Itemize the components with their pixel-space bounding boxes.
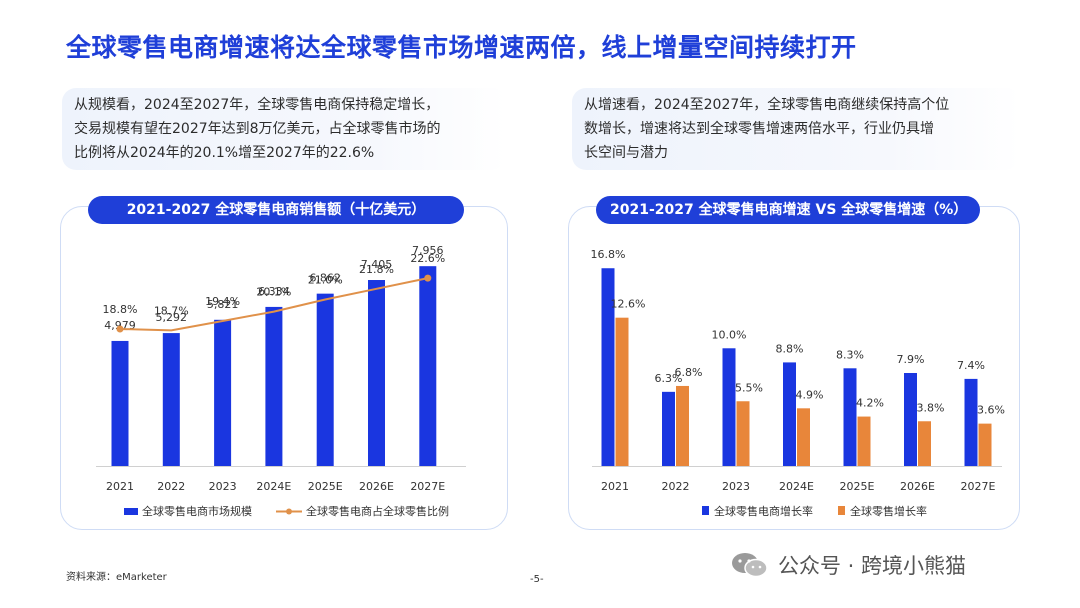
- bar-retail-growth: [978, 423, 992, 466]
- legend-label: 全球零售电商占全球零售比例: [306, 504, 449, 518]
- bar-retail-growth: [736, 401, 750, 466]
- bar-data-label: 6,334: [258, 285, 290, 298]
- bar-data-label: 12.6%: [611, 298, 646, 311]
- page-number: -5-: [530, 574, 544, 585]
- legend-swatch-sales: [124, 508, 138, 515]
- note-line: 数增长，增速将达到全球零售增速两倍水平，行业仍具增: [584, 121, 934, 137]
- note-line: 从规模看，2024至2027年，全球零售电商保持稳定增长，: [74, 97, 440, 113]
- bar-ecommerce-growth: [843, 368, 857, 466]
- page-title: 全球零售电商增速将达全球零售市场增速两倍，线上增量空间持续打开: [66, 33, 857, 62]
- bar-data-label: 6.3%: [655, 372, 683, 385]
- note-line: 比例将从2024年的20.1%增至2027年的22.6%: [74, 145, 375, 161]
- bar-sales: [111, 340, 129, 466]
- legend-swatch-retail: [838, 506, 845, 515]
- line-point: [424, 274, 432, 282]
- bar-ecommerce-growth: [662, 391, 675, 466]
- scale-note: 从规模看，2024至2027年，全球零售电商保持稳定增长， 交易规模有望在202…: [62, 88, 506, 170]
- line-data-label: 21.8%: [359, 263, 394, 276]
- line-data-label: 21.0%: [308, 274, 343, 287]
- bar-data-label: 3.8%: [917, 401, 945, 414]
- bar-data-label: 7,405: [361, 258, 393, 271]
- bar-data-label: 10.0%: [712, 328, 747, 341]
- bar-sales: [316, 293, 334, 466]
- x-tick-label: 2027E: [410, 480, 445, 493]
- x-tick-label: 2023: [209, 480, 237, 493]
- bar-data-label: 16.8%: [591, 248, 626, 261]
- legend-marker-share: [286, 508, 292, 515]
- bar-data-label: 7.4%: [957, 359, 985, 372]
- bar-ecommerce-growth: [904, 373, 917, 466]
- bar-sales: [214, 319, 232, 466]
- bar-data-label: 7.9%: [897, 353, 925, 366]
- line-data-label: 18.7%: [154, 304, 189, 317]
- bar-ecommerce-growth: [722, 348, 736, 466]
- bar-sales: [419, 266, 437, 466]
- bar-data-label: 6,862: [309, 272, 341, 285]
- line-data-label: 19.4%: [205, 295, 240, 308]
- legend-label: 全球零售电商增长率: [714, 504, 813, 518]
- growth-note: 从增速看，2024至2027年，全球零售电商继续保持高个位 数增长，增速将达到全…: [572, 88, 1020, 170]
- note-line: 交易规模有望在2027年达到8万亿美元，占全球零售市场的: [74, 121, 441, 137]
- bar-retail-growth: [797, 408, 810, 466]
- bar-ecommerce-growth: [964, 378, 978, 466]
- x-tick-label: 2026E: [359, 480, 394, 493]
- line-point: [116, 325, 124, 333]
- legend-label: 全球零售增长率: [850, 504, 927, 518]
- legend-label: 全球零售电商市场规模: [142, 504, 252, 518]
- x-tick-label: 2024E: [256, 480, 291, 493]
- bar-data-label: 7,956: [412, 244, 444, 257]
- bar-data-label: 3.6%: [977, 404, 1005, 417]
- bar-data-label: 4.9%: [796, 388, 824, 401]
- x-tick-label: 2022: [662, 480, 690, 493]
- bar-retail-growth: [918, 421, 931, 466]
- bar-sales: [368, 280, 385, 466]
- bar-ecommerce-growth: [783, 362, 796, 466]
- x-tick-label: 2023: [722, 480, 750, 493]
- x-tick-label: 2024E: [779, 480, 814, 493]
- legend-swatch-ecommerce: [702, 506, 709, 515]
- bar-data-label: 4.2%: [856, 397, 884, 410]
- bar-data-label: 5,821: [207, 298, 239, 311]
- bar-retail-growth: [857, 416, 871, 466]
- line-data-label: 18.8%: [103, 303, 138, 316]
- bar-data-label: 5,292: [156, 311, 188, 324]
- bar-retail-growth: [676, 385, 689, 466]
- note-line: 长空间与潜力: [584, 145, 668, 161]
- bar-data-label: 5.5%: [735, 381, 763, 394]
- bar-retail-growth: [615, 317, 629, 466]
- watermark-text: 公众号 · 跨境小熊猫: [778, 554, 967, 578]
- growth-chart-title: 2021-2027 全球零售电商增速 VS 全球零售增速（%）: [596, 196, 980, 224]
- x-tick-label: 2021: [601, 480, 629, 493]
- x-tick-label: 2027E: [961, 480, 996, 493]
- watermark: 公众号 · 跨境小熊猫: [730, 550, 966, 580]
- bar-ecommerce-growth: [601, 268, 615, 466]
- x-tick-label: 2025E: [840, 480, 875, 493]
- bar-sales: [265, 306, 283, 466]
- x-tick-label: 2022: [157, 480, 185, 493]
- bar-data-label: 6.8%: [675, 366, 703, 379]
- bar-sales: [162, 333, 180, 466]
- x-tick-label: 2026E: [900, 480, 935, 493]
- source-note: 资料来源：eMarketer: [66, 572, 167, 583]
- x-tick-label: 2021: [106, 480, 134, 493]
- sales-chart-title: 2021-2027 全球零售电商销售额（十亿美元）: [88, 196, 464, 224]
- line-share: [119, 277, 429, 332]
- note-line: 从增速看，2024至2027年，全球零售电商继续保持高个位: [584, 97, 950, 113]
- bar-data-label: 8.8%: [776, 342, 804, 355]
- wechat-icon: [732, 553, 768, 578]
- line-data-label: 22.6%: [410, 252, 445, 265]
- x-tick-label: 2025E: [308, 480, 343, 493]
- bar-data-label: 8.3%: [836, 348, 864, 361]
- line-data-label: 20.1%: [256, 286, 291, 299]
